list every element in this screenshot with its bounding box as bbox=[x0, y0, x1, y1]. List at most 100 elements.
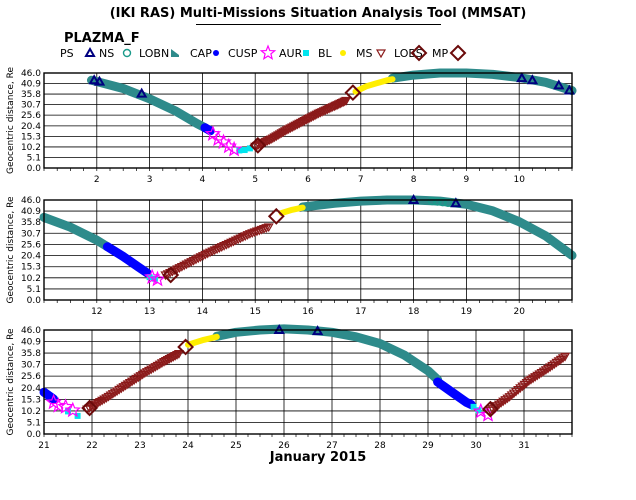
data-point-ms bbox=[164, 355, 175, 364]
data-point-ms bbox=[278, 128, 289, 138]
x-tick-label: 17 bbox=[355, 307, 366, 317]
data-point-ms bbox=[233, 235, 244, 245]
x-axis-label: January 2015 bbox=[269, 450, 367, 465]
chart-panel-1: 0.05.110.215.320.425.630.735.840.946.0 2 3… bbox=[6, 67, 577, 185]
data-point-ms bbox=[263, 223, 274, 233]
series-cap bbox=[102, 242, 152, 278]
data-point-ms bbox=[536, 368, 547, 378]
x-tick-label: 29 bbox=[422, 441, 434, 451]
series-bl bbox=[352, 76, 396, 95]
legend-label-bl: BL bbox=[318, 47, 333, 60]
data-point-ms bbox=[538, 367, 549, 377]
x-tick-label: 24 bbox=[182, 441, 194, 451]
y-tick-label: 46.0 bbox=[21, 326, 41, 336]
data-point-cusp bbox=[149, 270, 166, 287]
x-tick-label: 16 bbox=[302, 307, 314, 317]
data-point-ms bbox=[249, 228, 260, 238]
legend-label-ps: PS bbox=[60, 47, 74, 60]
y-tick-label: 40.9 bbox=[21, 80, 41, 90]
data-point-ms bbox=[242, 231, 253, 240]
data-point-ms bbox=[118, 383, 129, 392]
title-underline bbox=[196, 24, 441, 25]
data-point-ms bbox=[188, 256, 199, 266]
x-tick-label: 22 bbox=[86, 441, 97, 451]
legend-marker-mp bbox=[449, 44, 467, 62]
data-point-ms bbox=[256, 225, 267, 235]
x-tick-label: 26 bbox=[278, 441, 290, 451]
legend-label-cap: CAP bbox=[190, 47, 212, 60]
data-point-aur bbox=[241, 147, 248, 154]
data-point-mp bbox=[249, 136, 267, 154]
data-point-ms bbox=[549, 360, 560, 370]
data-point-ms bbox=[551, 358, 562, 368]
y-tick-label: 35.8 bbox=[21, 218, 41, 228]
data-point-ms bbox=[84, 404, 95, 414]
x-tick-label: 21 bbox=[38, 441, 49, 451]
x-tick-label: 23 bbox=[134, 441, 145, 451]
x-tick-label: 14 bbox=[197, 307, 209, 317]
data-point-ms bbox=[202, 249, 213, 259]
data-point-ms bbox=[261, 224, 272, 233]
data-point-ms bbox=[508, 389, 519, 399]
data-point-ms bbox=[519, 380, 530, 390]
x-tick-label: 15 bbox=[249, 307, 260, 317]
data-point-ms bbox=[223, 239, 234, 249]
legend-label-aur: AUR bbox=[279, 47, 303, 60]
y-tick-label: 20.4 bbox=[21, 122, 41, 132]
data-point-ms bbox=[513, 386, 524, 395]
legend-label-ns: NS bbox=[99, 47, 114, 60]
series-lobn bbox=[298, 195, 577, 260]
y-tick-label: 25.6 bbox=[21, 240, 41, 250]
x-tick-label: 13 bbox=[144, 307, 155, 317]
data-point-ms bbox=[247, 229, 258, 239]
data-point-ms bbox=[137, 370, 148, 380]
data-point-ms bbox=[341, 96, 352, 106]
y-tick-label: 15.3 bbox=[21, 395, 41, 405]
x-tick-label: 10 bbox=[513, 175, 525, 185]
y-tick-label: 30.7 bbox=[21, 361, 41, 371]
data-point-ms bbox=[244, 230, 255, 239]
legend-marker-ms bbox=[375, 49, 387, 59]
data-point-ms bbox=[190, 255, 201, 265]
data-point-ms bbox=[228, 237, 239, 247]
data-point-ms bbox=[498, 397, 509, 407]
data-point-ms bbox=[179, 261, 190, 271]
data-point-ms bbox=[114, 385, 125, 395]
data-point-ms bbox=[487, 405, 498, 414]
data-point-ms bbox=[176, 262, 187, 272]
data-point-ms bbox=[523, 377, 534, 387]
x-tick-label: 19 bbox=[461, 307, 473, 317]
data-point-ms bbox=[267, 134, 278, 144]
legend-marker-bl bbox=[340, 50, 346, 56]
series-bl bbox=[185, 333, 220, 348]
chart-panel-3: 0.0 5.110.2 15.320.4 25.630.7 35.840.9 46.0 21… bbox=[6, 323, 573, 451]
y-axis-label: Geocentric distance, Re bbox=[6, 67, 16, 174]
data-point-ms bbox=[101, 394, 112, 404]
data-point-ms bbox=[160, 357, 171, 366]
data-point-ms bbox=[162, 356, 173, 365]
data-point-ms bbox=[124, 379, 135, 388]
series-lobn bbox=[212, 324, 443, 385]
y-tick-label: 5.1 bbox=[27, 285, 41, 295]
series-lobn bbox=[388, 68, 577, 96]
data-point-ms bbox=[542, 364, 554, 374]
data-point-ps bbox=[516, 72, 528, 83]
data-point-ms bbox=[197, 252, 209, 261]
data-point-ms bbox=[126, 377, 138, 387]
y-tick-label: 15.3 bbox=[21, 132, 41, 142]
data-point-ps bbox=[93, 75, 106, 86]
data-point-ms bbox=[173, 350, 184, 359]
data-point-ms bbox=[214, 244, 225, 254]
plot-frame bbox=[43, 199, 573, 301]
data-point-cusp bbox=[225, 140, 243, 157]
y-tick-label: 35.8 bbox=[21, 349, 41, 359]
data-point-ms bbox=[129, 376, 140, 386]
chart-title: (IKI RAS) Multi-Missions Situation Analy… bbox=[109, 6, 527, 21]
data-point-ms bbox=[216, 243, 227, 252]
data-point-ms bbox=[97, 396, 108, 406]
data-point-ms bbox=[547, 361, 558, 371]
y-axis-label: Geocentric distance, Re bbox=[6, 196, 16, 303]
data-point-ms bbox=[532, 371, 543, 381]
legend-marker-cusp bbox=[259, 44, 277, 61]
